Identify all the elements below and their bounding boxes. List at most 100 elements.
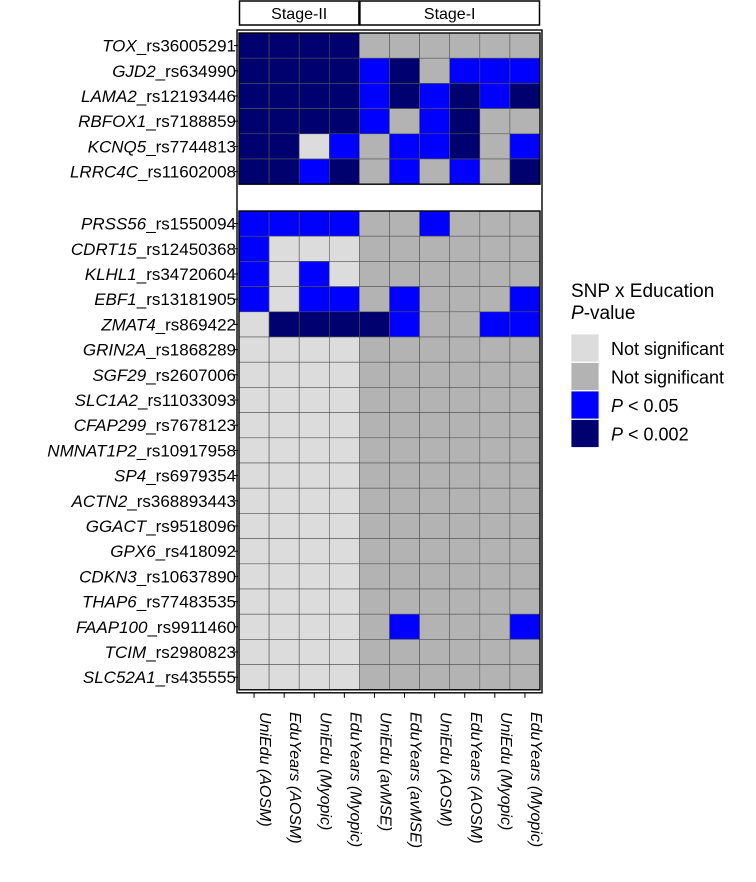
heatmap-cell xyxy=(238,412,270,439)
heatmap-cell xyxy=(419,437,451,464)
legend-title: SNP x Education xyxy=(571,281,714,302)
heatmap-cell xyxy=(238,361,270,388)
col-name: EduYears xyxy=(286,712,303,781)
gene-name: GPX6 xyxy=(110,542,156,561)
heatmap-cell xyxy=(509,133,541,160)
heatmap-cell xyxy=(238,563,270,590)
heatmap-cell xyxy=(449,664,481,691)
heatmap-cell xyxy=(268,261,300,287)
heatmap-cell xyxy=(509,588,541,615)
heatmap-cell xyxy=(238,387,270,413)
heatmap-cell xyxy=(298,613,330,640)
snp-id: _rs13181905 xyxy=(136,290,236,309)
heatmap-cell xyxy=(238,57,270,84)
heatmap-cell xyxy=(359,286,390,313)
heatmap-cell xyxy=(389,235,420,262)
heatmap-cell xyxy=(479,437,511,464)
heatmap-cell xyxy=(509,387,541,413)
heatmap-cell xyxy=(328,286,360,313)
col-name: EduYears xyxy=(407,712,424,781)
heatmap-cell xyxy=(389,563,420,590)
heatmap-cell xyxy=(328,387,360,413)
gene-name: CFAP299 xyxy=(74,416,147,435)
heatmap-cell xyxy=(359,311,390,338)
heatmap-cell xyxy=(268,487,300,514)
legend-label: P < 0.002 xyxy=(611,425,689,445)
heatmap-cell xyxy=(509,158,541,185)
heatmap-cell xyxy=(298,487,330,514)
heatmap-cell xyxy=(268,336,300,363)
heatmap-cell xyxy=(509,563,541,590)
heatmap-cell xyxy=(359,412,390,439)
heatmap-cell xyxy=(238,487,270,514)
stage-label: Stage-II xyxy=(271,6,327,23)
col-cohort: (avMSE) xyxy=(407,786,424,848)
heatmap-cell xyxy=(449,487,481,514)
gene-name: FAAP100 xyxy=(76,618,148,637)
gene-name: NMNAT1P2 xyxy=(47,441,137,460)
heatmap-cell xyxy=(298,538,330,565)
heatmap-cell xyxy=(238,261,270,287)
heatmap-cell xyxy=(268,286,300,313)
snp-id: _rs368893443 xyxy=(126,492,236,511)
heatmap-cell xyxy=(298,588,330,615)
heatmap-cell xyxy=(328,311,360,338)
heatmap-cell xyxy=(389,613,420,640)
col-label: UniEdu (AOSM) xyxy=(437,712,454,827)
heatmap-cell xyxy=(359,158,390,185)
heatmap-cell xyxy=(449,108,481,135)
heatmap-cell xyxy=(359,261,390,287)
heatmap-cell xyxy=(449,513,481,539)
heatmap-cell xyxy=(238,437,270,464)
snp-id: _rs1868289 xyxy=(145,341,236,360)
heatmap-cell xyxy=(359,387,390,413)
heatmap-cell xyxy=(268,32,300,59)
col-label: UniEdu (Myopic) xyxy=(497,712,514,830)
heatmap-cell xyxy=(359,664,390,691)
heatmap-cell xyxy=(509,412,541,439)
col-name: UniEdu xyxy=(256,712,273,765)
heatmap-cell xyxy=(389,588,420,615)
heatmap-cell xyxy=(389,133,420,160)
col-cohort: (Myopic) xyxy=(346,786,363,847)
heatmap-cell xyxy=(509,639,541,665)
heatmap-cell xyxy=(298,462,330,489)
heatmap-cell xyxy=(419,133,451,160)
heatmap-cell xyxy=(268,639,300,665)
heatmap-cell xyxy=(268,311,300,338)
heatmap-cell xyxy=(449,133,481,160)
heatmap-cell xyxy=(359,133,390,160)
heatmap-cell xyxy=(419,538,451,565)
row-label: GJD2_rs634990 xyxy=(112,62,236,81)
row-label: FAAP100_rs9911460 xyxy=(76,618,236,637)
gene-name: SP4 xyxy=(114,467,146,486)
heatmap-cell xyxy=(359,57,390,84)
heatmap-cell xyxy=(479,261,511,287)
heatmap-cell xyxy=(479,235,511,262)
heatmap-cell xyxy=(359,235,390,262)
heatmap-cell xyxy=(449,538,481,565)
legend-swatch xyxy=(570,362,600,391)
heatmap-cell xyxy=(389,57,420,84)
row-label: SGF29_rs2607006 xyxy=(92,366,236,385)
snp-id: _rs34720604 xyxy=(136,265,236,284)
heatmap-cell xyxy=(359,462,390,489)
heatmap-cell xyxy=(449,286,481,313)
heatmap-cell xyxy=(479,210,511,237)
row-label: KLHL1_rs34720604 xyxy=(85,265,236,284)
heatmap-cell xyxy=(238,158,270,185)
heatmap-cell xyxy=(268,108,300,135)
heatmap-cell xyxy=(449,387,481,413)
heatmap-cell xyxy=(328,462,360,489)
row-label: LAMA2_rs12193446 xyxy=(81,87,236,106)
gene-name: SGF29 xyxy=(92,366,146,385)
heatmap-cell xyxy=(298,664,330,691)
col-label: EduYears (AOSM) xyxy=(467,712,484,844)
heatmap-cell xyxy=(298,336,330,363)
heatmap-cell xyxy=(298,387,330,413)
heatmap-cell xyxy=(389,538,420,565)
legend-subtitle: P-value xyxy=(571,303,635,324)
heatmap-cell xyxy=(328,538,360,565)
gene-name: EBF1 xyxy=(94,290,137,309)
